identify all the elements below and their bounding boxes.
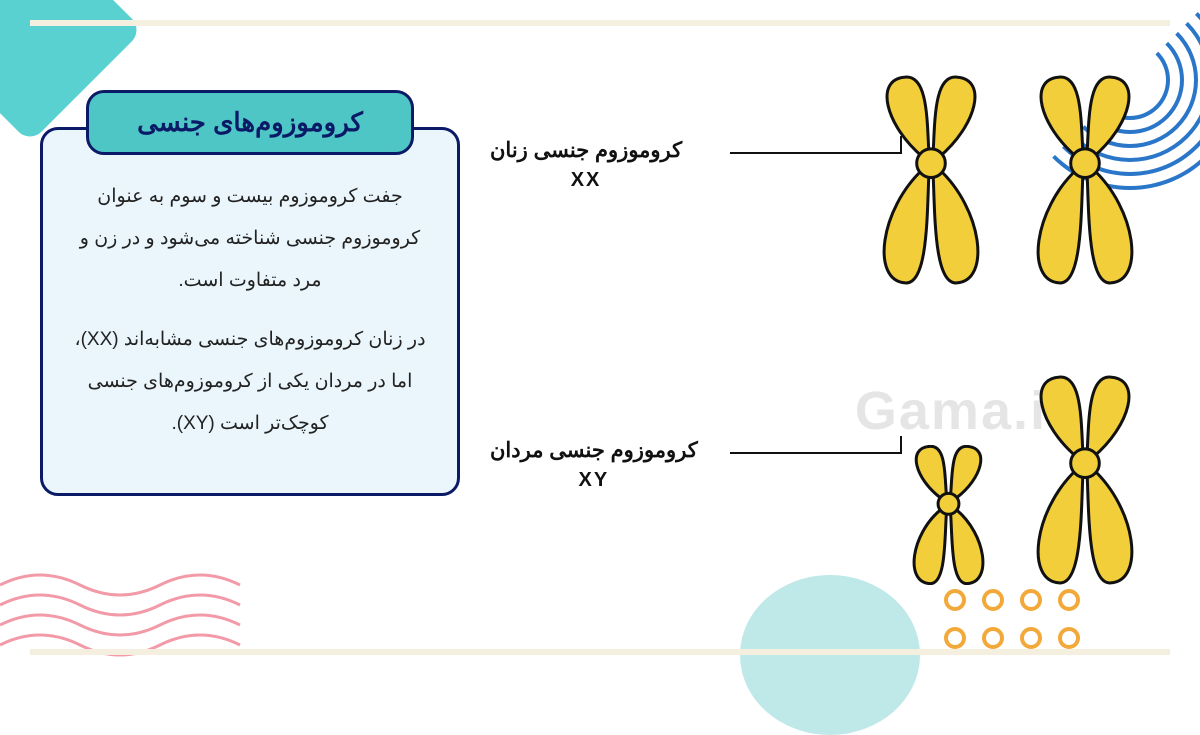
pointer-male	[730, 452, 900, 454]
info-title: کروموزوم‌های جنسی	[86, 90, 414, 155]
chromosome-pair-female	[866, 75, 1150, 285]
deco-waves	[0, 565, 260, 685]
label-female-text: کروموزوم جنسی زنان	[490, 139, 682, 162]
info-body: جفت کروموزوم بیست و سوم به عنوان کروموزو…	[40, 127, 460, 496]
label-female: کروموزوم جنسی زنان XX	[490, 138, 682, 192]
label-female-code: XX	[490, 169, 682, 192]
bar-top	[30, 20, 1170, 26]
bar-bottom	[30, 649, 1170, 655]
chromosome-x-icon	[1020, 75, 1150, 285]
row-female: کروموزوم جنسی زنان XX	[470, 60, 1170, 300]
label-male-code: XY	[490, 469, 698, 492]
label-male-text: کروموزوم جنسی مردان	[490, 439, 698, 462]
chromosome-x-icon	[866, 75, 996, 285]
info-card: کروموزوم‌های جنسی جفت کروموزوم بیست و سو…	[40, 90, 460, 496]
chromosome-pair-male	[901, 375, 1150, 585]
row-male: کروموزوم جنسی مردان XY	[470, 360, 1170, 600]
label-male: کروموزوم جنسی مردان XY	[490, 438, 698, 492]
diagram-area: کروموزوم جنسی زنان XX کروموزوم جنسی مردا…	[470, 60, 1170, 615]
chromosome-y-icon	[901, 445, 996, 585]
chromosome-x-icon	[1020, 375, 1150, 585]
info-paragraph: در زنان کروموزوم‌های جنسی مشابه‌اند (XX)…	[65, 319, 435, 444]
info-paragraph: جفت کروموزوم بیست و سوم به عنوان کروموزو…	[65, 176, 435, 301]
